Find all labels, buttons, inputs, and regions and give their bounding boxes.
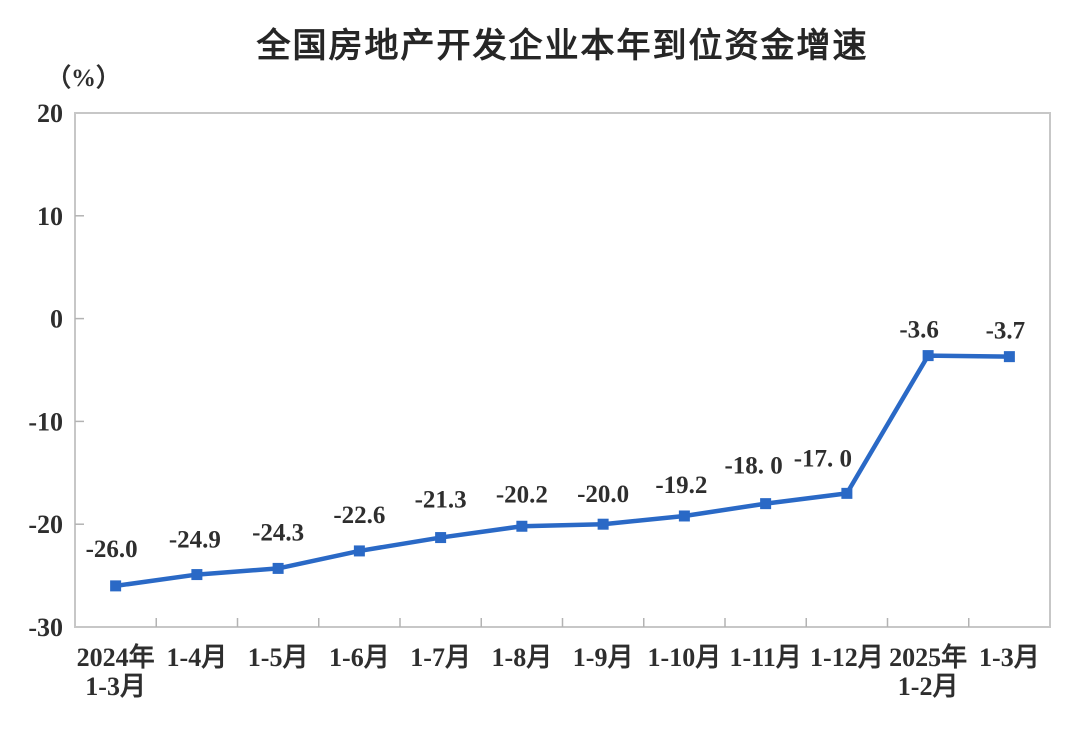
data-point-marker: [922, 350, 934, 362]
x-tick-label: 1-3月: [85, 672, 146, 701]
data-point-label: -20.2: [496, 481, 548, 508]
data-point-label: -19.2: [655, 472, 707, 499]
data-point-marker: [353, 545, 365, 557]
y-tick-label: -10: [28, 407, 63, 436]
data-point-marker: [272, 562, 284, 574]
data-point-marker: [110, 580, 122, 592]
data-point-marker: [516, 520, 528, 532]
x-tick-label: 1-9月: [573, 643, 634, 672]
y-tick-label: 20: [37, 99, 63, 128]
x-tick-label: 1-2月: [898, 672, 959, 701]
data-point-label: -24.9: [169, 527, 221, 554]
data-point-marker: [597, 518, 609, 530]
y-tick-label: 10: [37, 202, 63, 231]
plot-area-border: [74, 112, 1051, 628]
data-point-marker: [760, 498, 772, 510]
data-point-marker: [678, 510, 690, 522]
chart-title: 全国房地产开发企业本年到位资金增速: [256, 27, 869, 65]
data-point-label: -22.6: [333, 502, 385, 529]
x-tick-label: 1-7月: [410, 643, 471, 672]
x-tick-label: 1-5月: [248, 643, 309, 672]
y-tick-label: -20: [28, 510, 63, 539]
data-point-marker: [1003, 351, 1015, 363]
data-point-label: -3.7: [986, 318, 1026, 345]
x-tick-label: 2024年: [77, 642, 155, 672]
x-tick-label: 1-4月: [167, 643, 228, 672]
data-point-label: -20.0: [577, 481, 629, 508]
x-tick-label: 1-8月: [492, 643, 553, 672]
data-point-label: -17. 0: [794, 445, 852, 472]
data-point-label: -18. 0: [724, 453, 782, 480]
x-tick-label: 1-12月: [810, 643, 884, 672]
series-line: [113, 353, 1012, 589]
data-point-marker: [841, 487, 853, 499]
data-point-label: -26.0: [86, 536, 138, 563]
data-point-label: -3.6: [899, 317, 939, 344]
data-point-label: -21.3: [415, 487, 467, 514]
x-tick-label: 1-10月: [648, 643, 722, 672]
data-point-marker: [191, 569, 203, 581]
x-tick-label: 1-3月: [979, 643, 1040, 672]
x-tick-label: 2025年: [889, 642, 967, 672]
y-axis-unit-label: （%）: [46, 65, 122, 92]
data-point-label: -24.3: [252, 519, 304, 546]
x-tick-label: 1-6月: [329, 643, 390, 672]
y-tick-label: -30: [28, 613, 63, 642]
data-point-marker: [435, 532, 447, 544]
x-tick-label: 1-11月: [730, 643, 802, 672]
y-tick-label: 0: [50, 305, 63, 334]
